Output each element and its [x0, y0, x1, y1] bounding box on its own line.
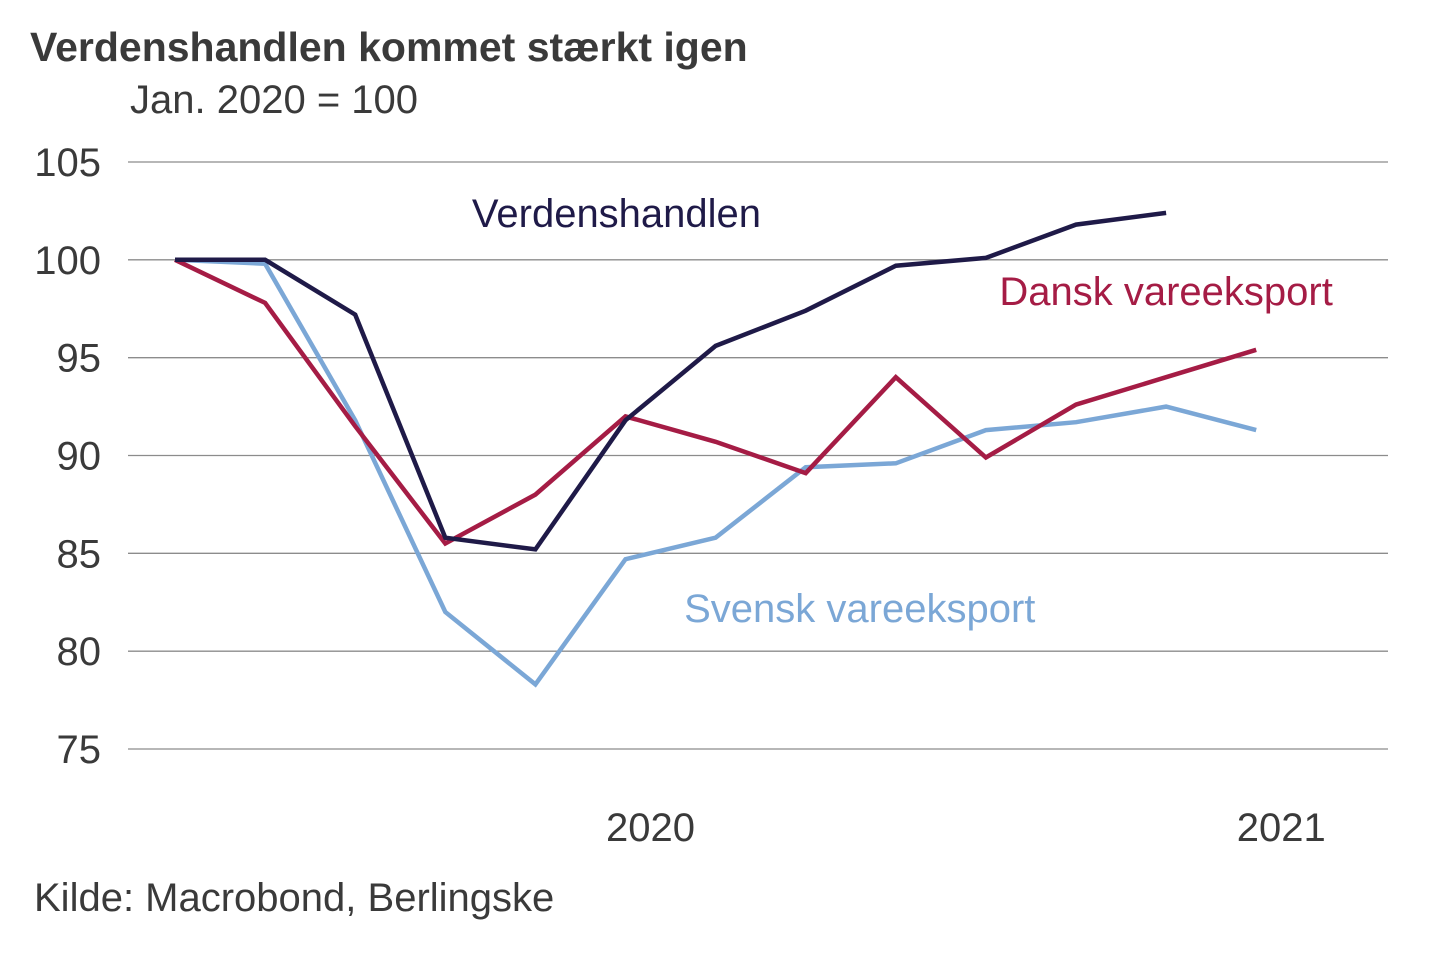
series-line-dansk-vareeksport: [174, 257, 1257, 547]
x-tick-label-2020: 2020: [606, 806, 695, 850]
y-tick-label-75: 75: [57, 728, 102, 772]
chart-subtitle: Jan. 2020 = 100: [130, 78, 419, 122]
y-tick-label-90: 90: [57, 435, 102, 479]
series-label-verdenshandlen: Verdenshandlen: [472, 192, 761, 236]
chart-title: Verdenshandlen kommet stærkt igen: [30, 24, 748, 70]
y-tick-label-85: 85: [57, 532, 102, 576]
series-label-svensk-vareeksport: Svensk vareeksport: [684, 587, 1035, 631]
y-tick-label-80: 80: [57, 630, 102, 674]
y-tick-label-100: 100: [34, 239, 101, 283]
series-line-verdenshandlen: [175, 210, 1167, 552]
y-tick-label-95: 95: [57, 337, 102, 381]
series-line-svensk-vareeksport: [174, 257, 1257, 688]
series-label-dansk-vareeksport: Dansk vareeksport: [999, 270, 1332, 314]
x-tick-label-2021: 2021: [1237, 806, 1326, 850]
source-note: Kilde: Macrobond, Berlingske: [34, 876, 555, 920]
y-tick-label-105: 105: [34, 141, 101, 185]
